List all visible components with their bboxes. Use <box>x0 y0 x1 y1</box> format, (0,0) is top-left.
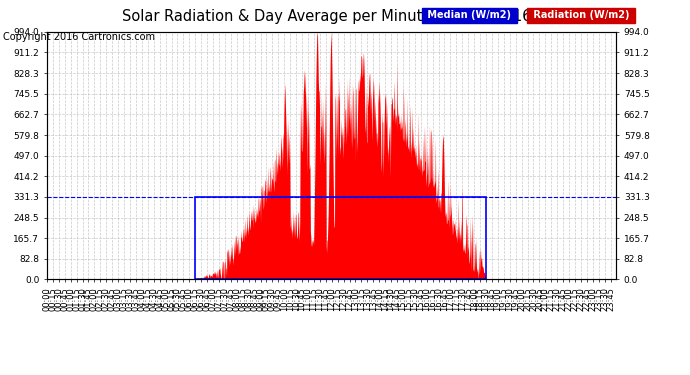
Bar <box>195 197 486 279</box>
Text: Copyright 2016 Cartronics.com: Copyright 2016 Cartronics.com <box>3 32 155 42</box>
Text: Radiation (W/m2): Radiation (W/m2) <box>530 10 633 21</box>
Text: Solar Radiation & Day Average per Minute (Today) 20160914: Solar Radiation & Day Average per Minute… <box>121 9 569 24</box>
Text: Median (W/m2): Median (W/m2) <box>424 10 515 21</box>
